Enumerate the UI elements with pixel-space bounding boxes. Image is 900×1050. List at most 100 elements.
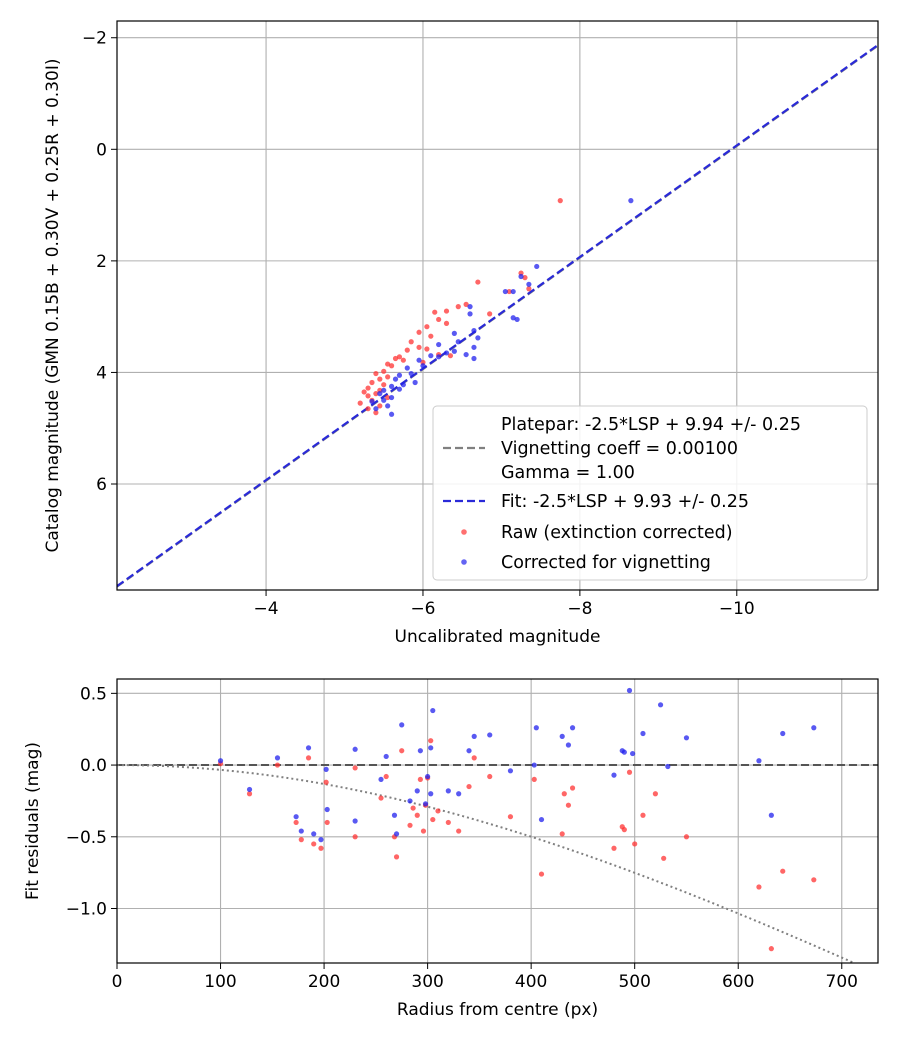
raw-point [565, 802, 572, 808]
raw-point [400, 357, 406, 363]
corrected-point [630, 750, 636, 757]
corrected-point [456, 791, 462, 797]
magnitude-calibration-plot: −4 −6 −8 −10 −2 0 2 4 6 Uncalibrated magnitude C… [43, 20, 879, 647]
corrected-point [471, 355, 477, 362]
raw-point [377, 403, 383, 409]
corrected-point [507, 768, 514, 774]
corrected-point [352, 746, 358, 752]
raw-point [447, 353, 454, 359]
raw-point [323, 779, 329, 785]
corrected-point [463, 351, 469, 358]
raw-point [443, 320, 450, 326]
corrected-point [780, 730, 786, 737]
corrected-point [392, 376, 399, 382]
raw-point [365, 393, 371, 399]
raw-point [392, 355, 399, 362]
raw-point [298, 837, 304, 843]
y-tick-label: 0.0 [80, 756, 107, 776]
y-tick-label: −0.5 [66, 828, 107, 848]
bottom-grid [116, 679, 878, 963]
y-tick-label: 0.5 [80, 684, 107, 704]
x-tick-label: 100 [204, 972, 236, 992]
x-tick-label: −6 [410, 599, 435, 619]
corrected-point [466, 748, 472, 754]
legend-fit-label: Fit: -2.5*LSP + 9.93 +/- 0.25 [501, 492, 749, 512]
corrected-point [531, 762, 537, 768]
raw-point [361, 389, 367, 395]
corrected-point [640, 730, 646, 737]
raw-point [246, 791, 253, 797]
raw-point [531, 776, 537, 783]
corrected-point [471, 733, 477, 739]
raw-point [811, 877, 817, 883]
raw-point [428, 738, 434, 744]
legend-platepar-line-1: Platepar: -2.5*LSP + 9.94 +/- 0.25 [501, 415, 801, 435]
raw-point [640, 812, 646, 818]
legend-raw-marker [461, 529, 467, 535]
corrected-point [768, 812, 774, 818]
raw-point [768, 946, 774, 952]
y-tick-label: 4 [96, 363, 107, 383]
raw-point [621, 827, 627, 833]
corrected-point [311, 831, 317, 837]
corrected-point [510, 315, 516, 321]
corrected-point [428, 791, 434, 797]
corrected-point [381, 387, 387, 393]
corrected-point [246, 786, 253, 793]
corrected-point [467, 311, 473, 317]
raw-point [388, 363, 395, 369]
corrected-point [393, 831, 400, 837]
corrected-point [274, 755, 281, 761]
top-scatter-points [357, 198, 634, 417]
corrected-point [626, 687, 633, 694]
raw-point [424, 346, 430, 352]
raw-point [385, 394, 391, 401]
raw-point [526, 286, 532, 292]
corrected-point [399, 722, 405, 728]
raw-point [632, 841, 638, 847]
raw-point [557, 198, 563, 204]
raw-point [683, 834, 690, 840]
raw-point [373, 410, 379, 416]
vignetting-model-curve [117, 764, 857, 963]
raw-point [466, 783, 472, 790]
raw-point [445, 819, 451, 826]
raw-point [417, 776, 423, 783]
corrected-point [369, 398, 375, 405]
y-tick-label: 2 [96, 252, 107, 272]
corrected-point [414, 788, 420, 794]
x-tick-label: −8 [567, 599, 592, 619]
bottom-scatter-points [217, 687, 817, 952]
raw-point [432, 309, 438, 315]
raw-point [414, 812, 420, 818]
corrected-point [445, 788, 451, 794]
raw-point [408, 339, 414, 345]
corrected-point [569, 725, 576, 731]
raw-point [756, 884, 762, 890]
raw-point [383, 773, 389, 780]
corrected-point [428, 745, 434, 751]
corrected-point [559, 733, 565, 739]
corrected-point [407, 798, 413, 804]
raw-point [416, 344, 422, 350]
corrected-point [396, 372, 403, 378]
raw-point [385, 374, 391, 380]
x-tick-label: 600 [722, 972, 754, 992]
corrected-point [526, 281, 532, 287]
raw-point [507, 814, 514, 820]
top-plot-frame [116, 20, 879, 591]
corrected-point [467, 304, 473, 310]
corrected-point [436, 354, 442, 360]
corrected-point [451, 330, 457, 336]
raw-point [471, 755, 477, 761]
corrected-point [396, 386, 403, 392]
legend-platepar-line-3: Gamma = 1.00 [501, 463, 635, 483]
corrected-point [428, 353, 434, 359]
raw-point [377, 376, 383, 382]
corrected-point [388, 411, 395, 417]
legend-platepar-line-2: Vignetting coeff = 0.00100 [501, 439, 738, 459]
raw-point [365, 385, 371, 391]
x-tick-label: 700 [826, 972, 858, 992]
corrected-point [388, 383, 395, 389]
corrected-point [422, 801, 429, 807]
